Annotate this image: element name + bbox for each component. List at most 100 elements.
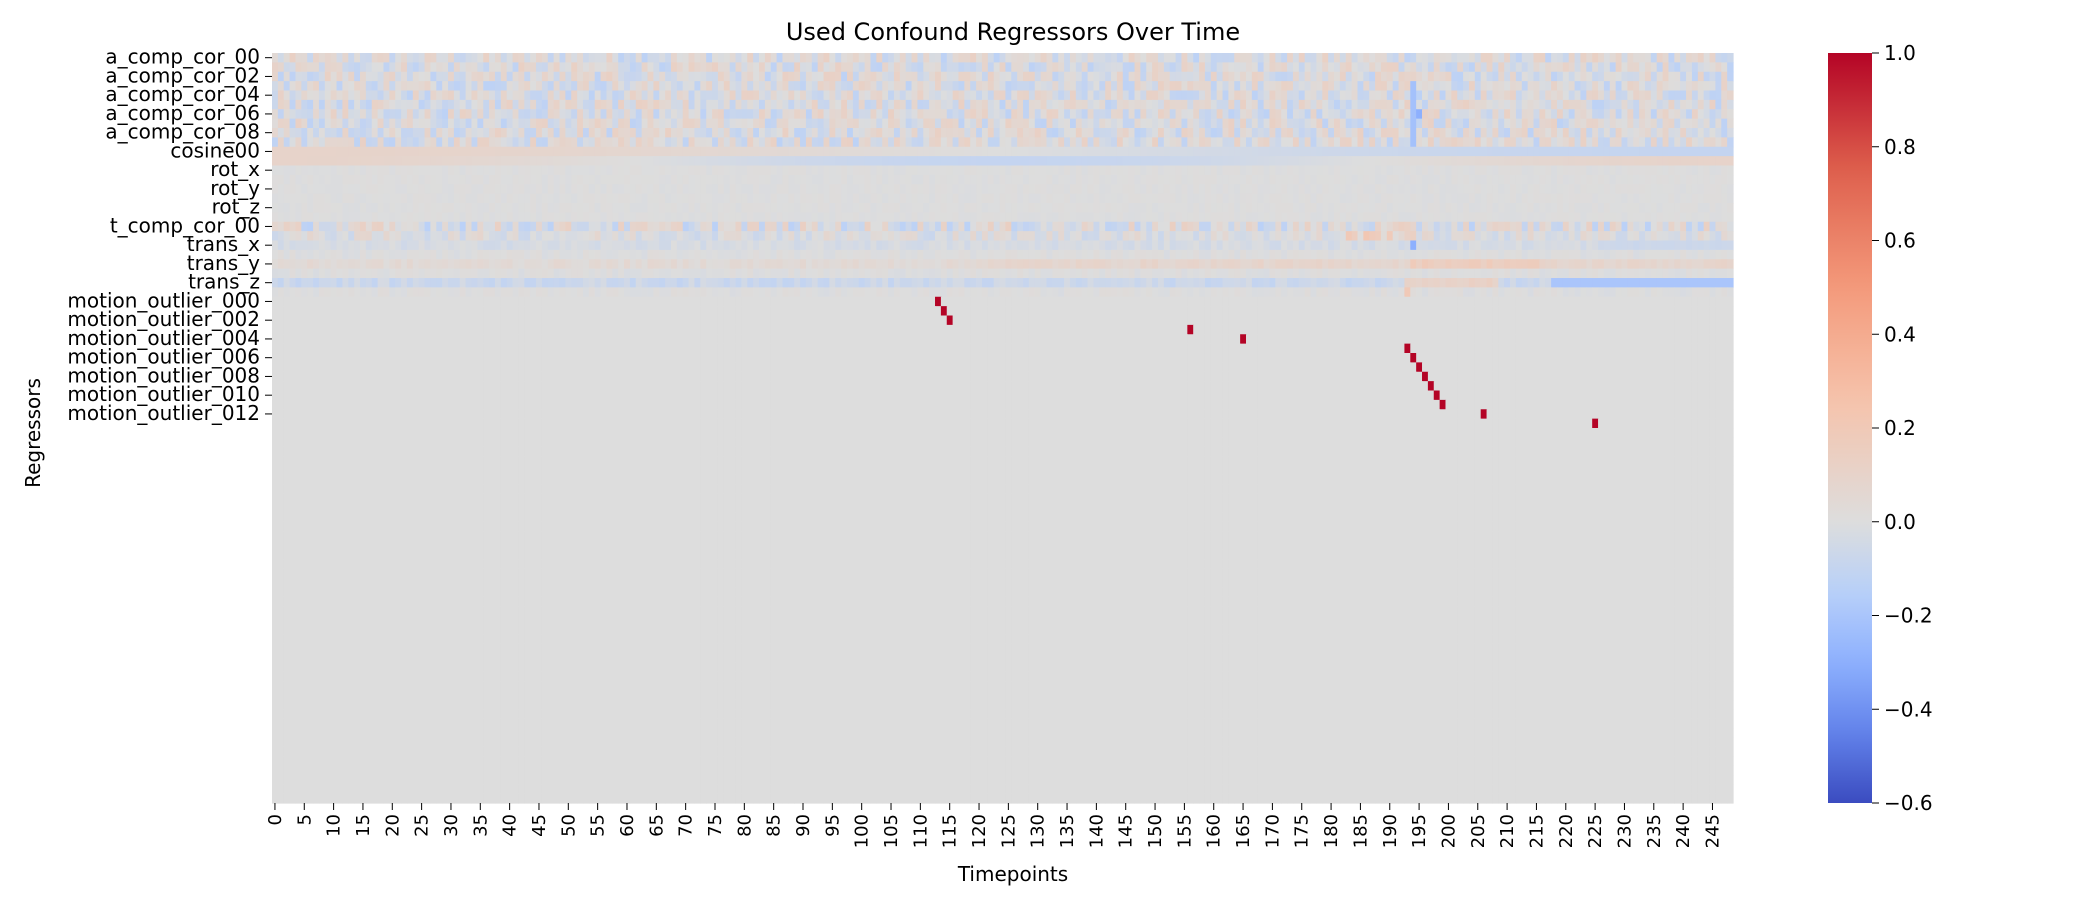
heatmap-cell-cosine00-t52 bbox=[577, 146, 584, 157]
heatmap-cell-a_comp_cor_02-t118 bbox=[964, 71, 971, 82]
heatmap-cell-a_comp_cor_07-t87 bbox=[782, 118, 789, 129]
heatmap-cell-a_comp_cor_06-t172 bbox=[1281, 109, 1288, 120]
heatmap-cell-cosine00-t21 bbox=[395, 146, 402, 157]
heatmap-cell-cosine00-t118 bbox=[964, 146, 971, 157]
heatmap-cell-a_comp_cor_02-t41 bbox=[512, 71, 520, 82]
heatmap-cell-a_comp_cor_06-t144 bbox=[1116, 109, 1124, 120]
heatmap-cell-t_comp_cor_00-t181 bbox=[1334, 221, 1341, 232]
heatmap-cell-t_comp_cor_00-t204 bbox=[1468, 221, 1476, 232]
heatmap-cell-rot_y_derivative1-t247 bbox=[1721, 193, 1728, 204]
heatmap-cell-rot_x-t127 bbox=[1017, 165, 1024, 176]
heatmap-cell-a_comp_cor_07-t5 bbox=[301, 118, 308, 129]
heatmap-cell-t_comp_cor_01-t68 bbox=[670, 231, 678, 242]
heatmap-cell-t_comp_cor_00-t16 bbox=[365, 221, 373, 232]
heatmap-cell-a_comp_cor_05-t153 bbox=[1169, 99, 1177, 110]
heatmap-cell-a_comp_cor_07-t183 bbox=[1345, 118, 1353, 129]
heatmap-cell-cosine00-t19 bbox=[383, 146, 390, 157]
heatmap-cell-rot_z_derivative1-t118 bbox=[964, 212, 971, 223]
heatmap-cell-a_comp_cor_02-t138 bbox=[1081, 71, 1089, 82]
heatmap-cell-a_comp_cor_09-t57 bbox=[606, 137, 613, 148]
heatmap-cell-cosine01-t84 bbox=[764, 156, 772, 167]
heatmap-cell-a_comp_cor_03-t70 bbox=[682, 81, 690, 92]
heatmap-cell-a_comp_cor_05-t76 bbox=[717, 99, 725, 110]
heatmap-cell-rot_z_derivative1-t44 bbox=[530, 212, 537, 223]
heatmap-cell-a_comp_cor_08-t12 bbox=[342, 128, 349, 138]
heatmap-cell-t_comp_cor_00-t238 bbox=[1668, 221, 1675, 232]
heatmap-cell-cosine00-t65 bbox=[653, 146, 660, 157]
heatmap-cell-rot_x_derivative1-t149 bbox=[1146, 174, 1153, 185]
heatmap-cell-a_comp_cor_00-t227 bbox=[1603, 53, 1611, 63]
heatmap-cell-rot_x_derivative1-t114 bbox=[940, 174, 948, 185]
heatmap-cell-a_comp_cor_01-t146 bbox=[1128, 62, 1136, 73]
heatmap-cell-a_comp_cor_05-t236 bbox=[1656, 99, 1664, 110]
heatmap-cell-t_comp_cor_00-t1 bbox=[277, 221, 285, 232]
heatmap-cell-a_comp_cor_01-t139 bbox=[1087, 62, 1095, 73]
heatmap-cell-cosine01-t98 bbox=[847, 156, 854, 167]
heatmap-cell-a_comp_cor_09-t196 bbox=[1422, 137, 1429, 148]
heatmap-cell-rot_x_derivative1-t184 bbox=[1351, 174, 1359, 185]
heatmap-cell-a_comp_cor_08-t60 bbox=[624, 128, 631, 138]
heatmap-cell-a_comp_cor_00-t116 bbox=[952, 53, 960, 63]
heatmap-cell-rot_z_derivative1-t34 bbox=[471, 212, 478, 223]
heatmap-cell-a_comp_cor_03-t148 bbox=[1140, 81, 1147, 92]
heatmap-cell-a_comp_cor_04-t191 bbox=[1392, 90, 1400, 101]
heatmap-cell-a_comp_cor_04-t89 bbox=[794, 90, 801, 101]
heatmap-cell-a_comp_cor_00-t98 bbox=[847, 53, 854, 63]
heatmap-cell-a_comp_cor_02-t217 bbox=[1545, 71, 1552, 82]
heatmap-cell-a_comp_cor_08-t117 bbox=[958, 128, 965, 138]
heatmap-cell-rot_x-t124 bbox=[999, 165, 1007, 176]
heatmap-cell-a_comp_cor_01-t6 bbox=[307, 62, 314, 73]
heatmap-cell-rot_x_derivative1-t82 bbox=[753, 174, 760, 185]
heatmap-cell-rot_x_derivative1-t110 bbox=[917, 174, 924, 185]
heatmap-cell-rot_x-t190 bbox=[1386, 165, 1394, 176]
heatmap-cell-rot_z-t7 bbox=[313, 203, 320, 213]
heatmap-cell-cosine00-t166 bbox=[1246, 146, 1253, 157]
heatmap-cell-a_comp_cor_03-t10 bbox=[330, 81, 338, 92]
heatmap-cell-rot_z_derivative1-t20 bbox=[389, 212, 396, 223]
heatmap-cell-a_comp_cor_05-t119 bbox=[970, 99, 977, 110]
heatmap-cell-a_comp_cor_01-t242 bbox=[1691, 62, 1699, 73]
heatmap-cell-a_comp_cor_09-t185 bbox=[1357, 137, 1364, 148]
heatmap-cell-a_comp_cor_06-t58 bbox=[612, 109, 619, 120]
heatmap-cell-a_comp_cor_02-t117 bbox=[958, 71, 965, 82]
heatmap-cell-a_comp_cor_00-t218 bbox=[1551, 53, 1558, 63]
heatmap-cell-a_comp_cor_08-t203 bbox=[1463, 128, 1470, 138]
heatmap-cell-rot_z_derivative1-t4 bbox=[295, 212, 302, 223]
heatmap-cell-a_comp_cor_06-t208 bbox=[1492, 109, 1499, 120]
heatmap-cell-a_comp_cor_05-t205 bbox=[1474, 99, 1482, 110]
heatmap-cell-rot_y_derivative1-t239 bbox=[1674, 193, 1681, 204]
heatmap-cell-a_comp_cor_00-t244 bbox=[1703, 53, 1711, 63]
heatmap-cell-a_comp_cor_01-t92 bbox=[811, 62, 819, 73]
heatmap-cell-a_comp_cor_08-t78 bbox=[729, 128, 737, 138]
heatmap-cell-a_comp_cor_03-t216 bbox=[1539, 81, 1546, 92]
heatmap-cell-a_comp_cor_03-t247 bbox=[1721, 81, 1728, 92]
heatmap-cell-rot_z_derivative1-t225 bbox=[1592, 212, 1599, 223]
heatmap-cell-rot_z_derivative1-t136 bbox=[1069, 212, 1077, 223]
heatmap-cell-t_comp_cor_00-t164 bbox=[1234, 221, 1241, 232]
heatmap-cell-a_comp_cor_07-t149 bbox=[1146, 118, 1153, 129]
heatmap-cell-rot_y-t49 bbox=[559, 184, 566, 195]
heatmap-cell-rot_z_derivative1-t54 bbox=[588, 212, 596, 223]
heatmap-cell-a_comp_cor_01-t222 bbox=[1574, 62, 1582, 73]
heatmap-cell-a_comp_cor_01-t10 bbox=[330, 62, 338, 73]
heatmap-cell-cosine00-t202 bbox=[1457, 146, 1464, 157]
heatmap-cell-a_comp_cor_02-t166 bbox=[1246, 71, 1253, 82]
heatmap-cell-rot_y_derivative1-t31 bbox=[453, 193, 461, 204]
heatmap-cell-a_comp_cor_09-t201 bbox=[1451, 137, 1458, 148]
heatmap-cell-t_comp_cor_00-t38 bbox=[494, 221, 502, 232]
heatmap-cell-trans_x-t13 bbox=[348, 240, 355, 251]
heatmap-cell-a_comp_cor_08-t21 bbox=[395, 128, 402, 138]
heatmap-cell-cosine01-t190 bbox=[1386, 156, 1394, 167]
heatmap-cell-rot_x-t205 bbox=[1474, 165, 1482, 176]
heatmap-cell-rot_z-t106 bbox=[893, 203, 901, 213]
heatmap-cell-a_comp_cor_08-t64 bbox=[647, 128, 654, 138]
heatmap-cell-a_comp_cor_01-t190 bbox=[1386, 62, 1394, 73]
heatmap-cell-a_comp_cor_00-t197 bbox=[1427, 53, 1435, 63]
heatmap-cell-t_comp_cor_01-t157 bbox=[1193, 231, 1200, 242]
heatmap-cell-a_comp_cor_02-t165 bbox=[1240, 71, 1247, 82]
heatmap-cell-rot_y_derivative1-t137 bbox=[1075, 193, 1083, 204]
heatmap-cell-a_comp_cor_04-t112 bbox=[929, 90, 936, 101]
heatmap-cell-rot_x_derivative1-t219 bbox=[1556, 174, 1564, 185]
heatmap-cell-a_comp_cor_09-t131 bbox=[1040, 137, 1048, 148]
heatmap-cell-a_comp_cor_06-t195 bbox=[1416, 109, 1423, 120]
